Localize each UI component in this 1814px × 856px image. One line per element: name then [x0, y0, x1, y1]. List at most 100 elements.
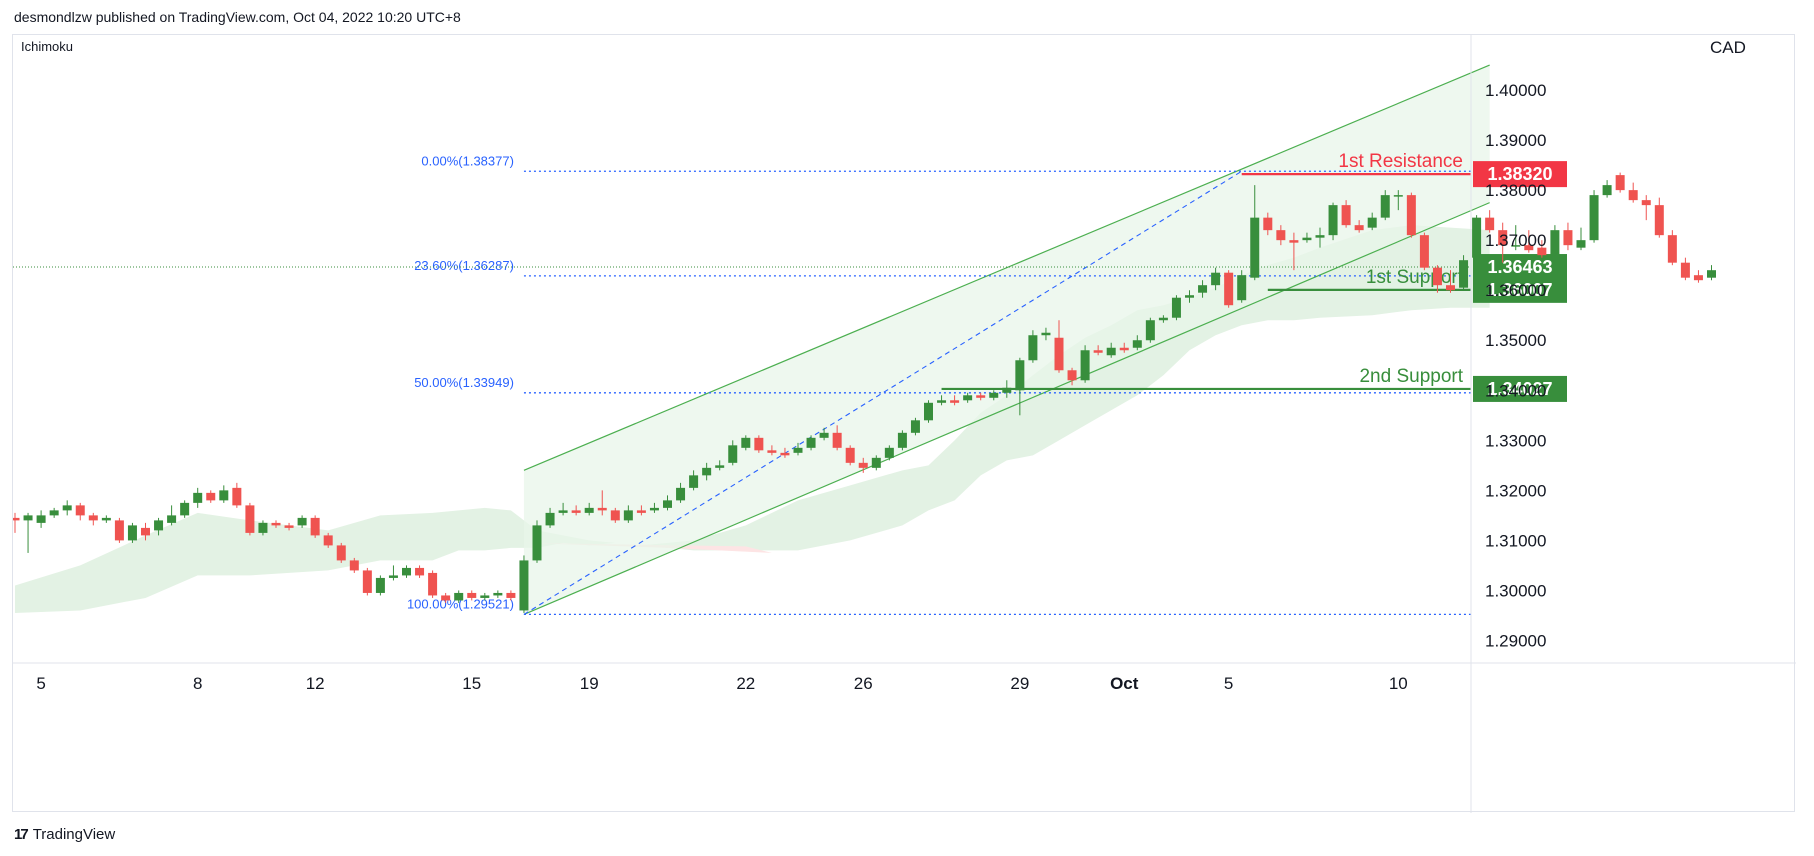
x-tick-label: 10: [1389, 674, 1408, 693]
candle-body: [728, 445, 738, 463]
resistance-price-badge-text: 1.38320: [1487, 164, 1552, 184]
candlesticks: [13, 172, 1716, 613]
currency-label: CAD: [1710, 38, 1746, 57]
candle-body: [1498, 230, 1508, 246]
candle-body: [1563, 230, 1573, 246]
candle-body: [1654, 205, 1664, 236]
fib-level-label: 100.00%(1.29521): [407, 596, 514, 611]
y-tick-label: 1.34000: [1485, 381, 1546, 400]
candle-body: [428, 572, 438, 596]
candle-body: [36, 515, 46, 523]
candle-body: [1067, 370, 1077, 381]
candle-body: [1185, 295, 1194, 298]
candle-body: [741, 437, 751, 448]
candle-body: [1119, 347, 1129, 351]
candle-body: [454, 592, 464, 601]
candle-body: [1419, 235, 1429, 268]
candle-body: [1680, 262, 1690, 278]
candle-body: [937, 400, 947, 403]
current-price-badge: [1473, 254, 1567, 281]
candle-body: [1341, 205, 1351, 226]
candle-body: [258, 522, 268, 533]
candle-body: [375, 577, 385, 593]
candle-body: [402, 567, 411, 576]
candle-body: [506, 592, 516, 598]
candle-body: [49, 510, 59, 516]
x-tick-label: 8: [193, 674, 202, 693]
candle-body: [1406, 195, 1416, 236]
candle-body: [1328, 205, 1338, 236]
candle-body: [1615, 175, 1625, 191]
y-tick-label: 1.32000: [1485, 481, 1546, 500]
brand-name: TradingView: [32, 826, 116, 843]
candle-body: [467, 592, 477, 598]
candle-body: [245, 505, 255, 533]
fib-trend-line: [523, 170, 1242, 615]
indicator-label: Ichimoku: [21, 39, 73, 54]
candle-body: [1459, 260, 1469, 288]
candle-body: [167, 515, 177, 523]
footer: 17 TradingView: [14, 826, 115, 843]
x-tick-label: 29: [1010, 674, 1029, 693]
candle-body: [689, 475, 699, 488]
candle-body: [884, 447, 894, 458]
support-label: 2nd Support: [1359, 366, 1463, 387]
y-tick-label: 1.30000: [1485, 581, 1546, 600]
candle-body: [1145, 320, 1155, 341]
candle-body: [1315, 235, 1325, 238]
chart-frame[interactable]: 0.00%(1.38377) 23.60%(1.36287) 50.00%(1.33…: [12, 34, 1796, 813]
candle-body: [663, 500, 672, 508]
candle-body: [23, 515, 33, 521]
y-tick-label: 1.39000: [1485, 131, 1546, 150]
candle-body: [532, 525, 542, 561]
support-label: 1st Support: [1366, 267, 1464, 288]
candle-body: [388, 575, 398, 578]
x-tick-label: Oct: [1110, 674, 1139, 693]
candle-body: [819, 432, 829, 438]
candle-body: [493, 592, 503, 596]
candle-body: [480, 595, 490, 598]
candle-body: [676, 487, 686, 501]
candle-body: [1054, 337, 1064, 371]
candle-body: [1641, 200, 1651, 206]
candle-body: [114, 520, 124, 541]
candle-body: [1250, 217, 1260, 278]
candle-body: [206, 492, 216, 501]
candle-body: [13, 517, 20, 521]
price-chart[interactable]: 0.00%(1.38377) 23.60%(1.36287) 50.00%(1.33…: [13, 35, 1796, 813]
candle-body: [649, 507, 659, 511]
candle-body: [180, 502, 190, 516]
candle-body: [519, 560, 529, 611]
candle-body: [1707, 270, 1716, 278]
candle-body: [1446, 285, 1455, 291]
candle-body: [910, 420, 920, 433]
candle-body: [101, 517, 111, 521]
candle-body: [127, 525, 137, 541]
support-resistance-levels: 1st Resistance 1.38320 1st Support 1.36007 2…: [941, 151, 1567, 402]
publisher-header: desmondlzw published on TradingView.com,…: [14, 9, 461, 25]
candle-body: [950, 400, 960, 403]
candle-body: [219, 490, 229, 501]
candle-body: [989, 392, 999, 398]
candle-body: [441, 595, 451, 601]
x-tick-label: 19: [580, 674, 599, 693]
candle-body: [1080, 350, 1090, 381]
channel-lower-line: [523, 202, 1490, 616]
y-tick-label: 1.29000: [1485, 631, 1546, 650]
candle-body: [871, 457, 881, 468]
candle-body: [924, 402, 933, 421]
y-tick-label: 1.38000: [1485, 181, 1546, 200]
candle-body: [545, 512, 555, 526]
candle-body: [767, 450, 777, 453]
candle-body: [1132, 340, 1142, 348]
candle-body: [310, 517, 320, 536]
y-tick-label: 1.40000: [1485, 81, 1546, 100]
candle-body: [793, 447, 803, 453]
y-tick-label: 1.37000: [1485, 231, 1546, 250]
candle-body: [1485, 217, 1495, 231]
candle-body: [976, 395, 986, 398]
candle-body: [1041, 332, 1051, 336]
candle-body: [1511, 245, 1521, 247]
candle-body: [584, 507, 594, 513]
candle-body: [193, 492, 203, 503]
